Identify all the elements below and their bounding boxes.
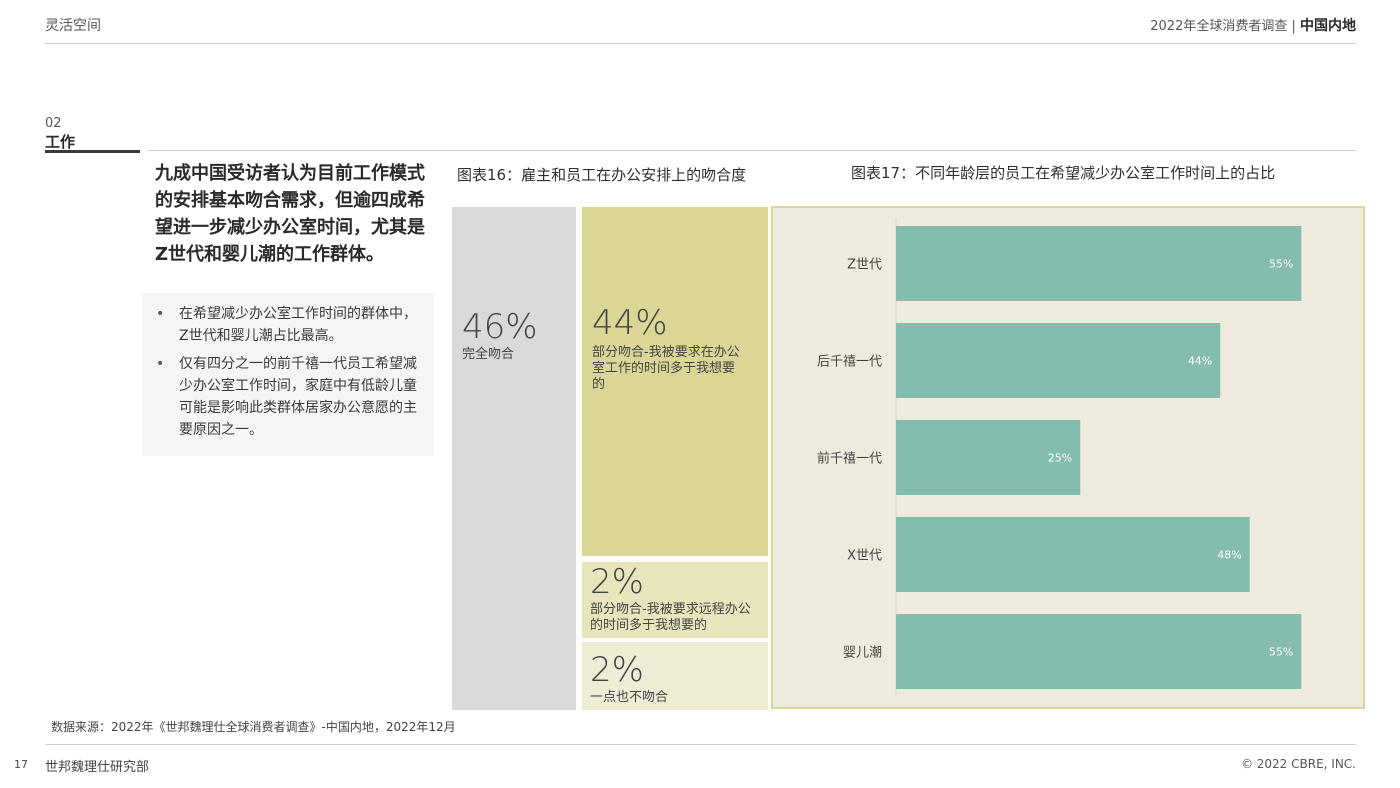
treemap-tile-full-match: 46% 完全吻合 [452, 207, 576, 710]
tile-category-label: 部分吻合-我被要求在办公室工作的时间多于我想要的 [592, 345, 740, 392]
treemap-tile-partial-office: 44% 部分吻合-我被要求在办公室工作的时间多于我想要的 [582, 207, 768, 556]
bar [896, 226, 1302, 301]
tile-value-label: 44% [592, 303, 668, 343]
tile-category-label: 一点也不吻合 [590, 690, 669, 705]
tile-category-label: 部分吻合-我被要求远程办公的时间多于我想要的 [590, 602, 751, 633]
source-note: 数据来源：2022年《世邦魏理仕全球消费者调查》-中国内地，2022年12月 [51, 720, 456, 734]
key-findings-box: 在希望减少办公室工作时间的群体中，Z世代和婴儿潮占比最高。 仅有四分之一的前千禧… [142, 293, 434, 456]
fig17-bar-chart: Z世代 55% 后千禧一代 44% 前千禧一代 25% X世代 48% 婴儿潮 55% [771, 206, 1365, 709]
data-label: 55% [1269, 646, 1293, 659]
fig17-plot: Z世代 55% 后千禧一代 44% 前千禧一代 25% X世代 48% 婴儿潮 55% [817, 218, 1302, 697]
key-finding-item: 仅有四分之一的前千禧一代员工希望减少办公室工作时间，家庭中有低龄儿童可能是影响此… [156, 353, 420, 441]
bar [896, 323, 1221, 398]
key-findings-list: 在希望减少办公室工作时间的群体中，Z世代和婴儿潮占比最高。 仅有四分之一的前千禧… [142, 293, 434, 441]
category-label: 后千禧一代 [817, 355, 882, 370]
header-report-title: 2022年全球消费者调查 | 中国内地 [1150, 15, 1356, 35]
footer-copyright: © 2022 CBRE, INC. [1240, 757, 1356, 771]
fig17-title: 图表17：不同年龄层的员工在希望减少办公室工作时间上的占比 [851, 164, 1276, 182]
section-name: 工作 [45, 133, 76, 151]
data-label: 25% [1048, 452, 1072, 465]
header-divider [45, 43, 1356, 44]
bar [896, 517, 1250, 592]
header-section-label: 灵活空间 [45, 18, 101, 34]
tile-value-label: 2% [590, 650, 644, 690]
data-label: 48% [1217, 549, 1241, 562]
category-label: X世代 [847, 549, 882, 564]
report-region: 中国内地 [1300, 18, 1356, 34]
key-finding-item: 在希望减少办公室工作时间的群体中，Z世代和婴儿潮占比最高。 [156, 303, 420, 347]
section-underline [45, 150, 140, 153]
footer-divider [45, 744, 1356, 745]
data-label: 44% [1188, 355, 1212, 368]
category-label: 婴儿潮 [843, 646, 882, 661]
category-label: 前千禧一代 [817, 451, 882, 467]
section-number: 02 [45, 116, 62, 131]
tile-category-label: 完全吻合 [462, 347, 515, 362]
treemap-tile-partial-remote: 2% 部分吻合-我被要求远程办公的时间多于我想要的 [582, 562, 768, 638]
bar [896, 420, 1081, 495]
tile-value-label: 2% [590, 562, 644, 602]
treemap-tile-no-match: 2% 一点也不吻合 [582, 642, 768, 710]
tile-value-label: 46% [462, 307, 538, 347]
footer-organization: 世邦魏理仕研究部 [45, 760, 150, 775]
fig16-title: 图表16：雇主和员工在办公安排上的吻合度 [457, 166, 747, 184]
bar [896, 614, 1302, 689]
page-headline: 九成中国受访者认为目前工作模式的安排基本吻合需求，但逾四成希望进一步减少办公室时… [155, 163, 425, 265]
category-label: Z世代 [847, 258, 882, 273]
page-number: 17 [14, 758, 28, 771]
section-divider [148, 150, 1356, 151]
report-name: 2022年全球消费者调查 | [1150, 19, 1296, 34]
data-label: 55% [1269, 258, 1293, 271]
